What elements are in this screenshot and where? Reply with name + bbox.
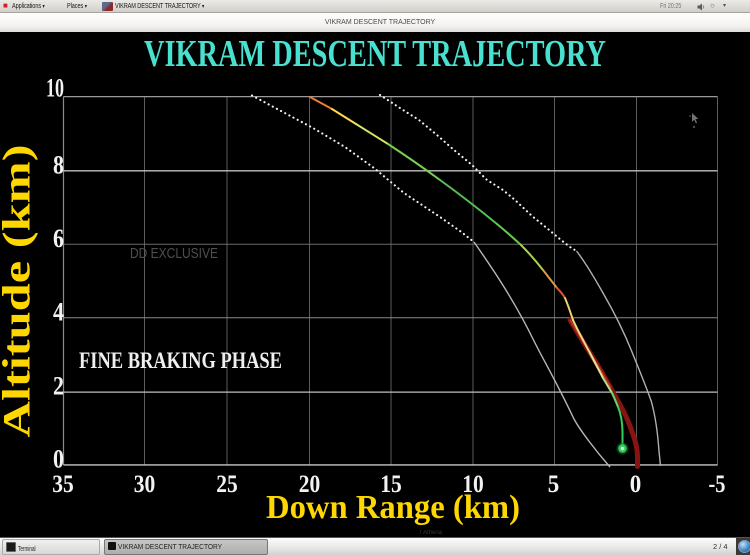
svg-text:25: 25: [216, 471, 238, 498]
svg-text:FINE BRAKING PHASE: FINE BRAKING PHASE: [79, 348, 282, 373]
svg-text:Down Range (km): Down Range (km): [266, 489, 520, 526]
svg-text:DD EXCLUSIVE: DD EXCLUSIVE: [130, 246, 218, 262]
svg-text:VIKRAM DESCENT TRAJECTORY: VIKRAM DESCENT TRAJECTORY: [144, 33, 606, 75]
svg-text:-5: -5: [709, 471, 726, 498]
svg-text:15: 15: [380, 471, 402, 498]
svg-text:8: 8: [53, 150, 64, 179]
svg-text:20: 20: [299, 471, 321, 498]
svg-text:Altitude (km): Altitude (km): [0, 145, 39, 438]
svg-text:0: 0: [53, 444, 64, 473]
svg-text:f Athena: f Athena: [420, 530, 443, 536]
svg-text:0: 0: [630, 471, 642, 498]
svg-text:35: 35: [52, 471, 74, 498]
svg-text:6: 6: [53, 224, 64, 253]
svg-text:30: 30: [134, 471, 156, 498]
svg-text:10: 10: [46, 74, 64, 103]
svg-text:4: 4: [53, 297, 64, 326]
svg-text:5: 5: [548, 471, 560, 498]
svg-text:2: 2: [53, 372, 64, 401]
svg-text:10: 10: [462, 471, 484, 498]
